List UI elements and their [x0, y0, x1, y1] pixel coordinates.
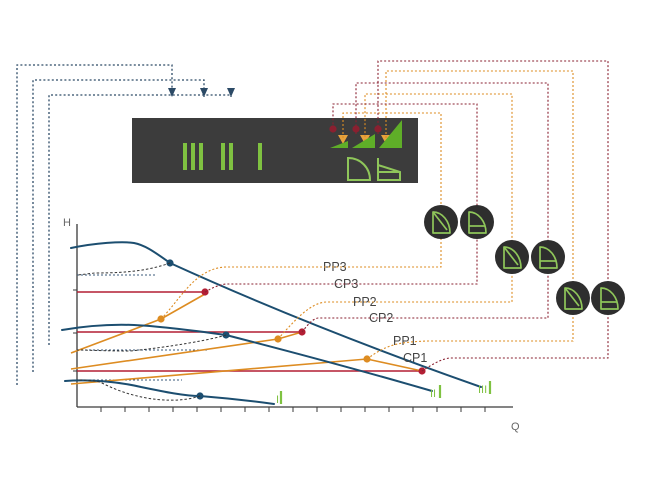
svg-text:PP3: PP3 [323, 260, 347, 274]
svg-text:III: III [478, 384, 487, 396]
svg-text:CP1: CP1 [403, 351, 427, 365]
svg-text:I: I [276, 394, 279, 406]
svg-text:II: II [430, 388, 436, 400]
svg-text:H: H [63, 217, 71, 229]
svg-text:PP1: PP1 [393, 334, 417, 348]
svg-text:CP3: CP3 [334, 277, 358, 291]
svg-text:Q: Q [511, 421, 520, 433]
